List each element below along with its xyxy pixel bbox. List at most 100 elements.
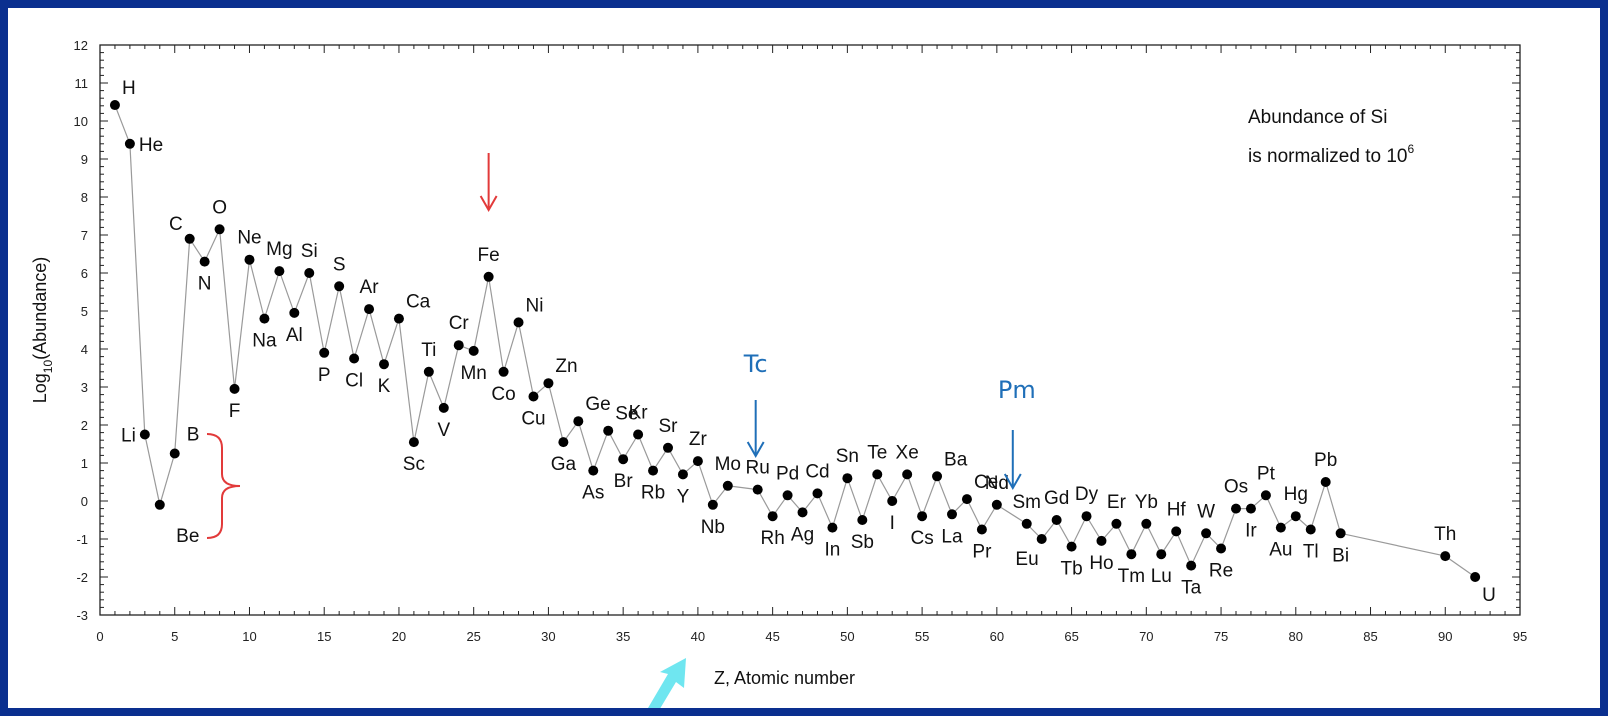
y-tick-label: -1 <box>76 532 88 547</box>
x-tick-label: 80 <box>1289 629 1303 644</box>
data-point-ag <box>797 507 808 518</box>
chart-frame: 0 5 10 15 20 25 30 35 40 45 50 55 60 65 70 75 80 85 90 95 -3… <box>8 8 1600 708</box>
x-tick-label: 20 <box>392 629 406 644</box>
point-label-pt: Pt <box>1257 463 1276 484</box>
x-tick-label: 45 <box>765 629 779 644</box>
data-point-mo <box>722 480 733 491</box>
point-label-pr: Pr <box>972 542 992 563</box>
x-tick-label: 25 <box>466 629 480 644</box>
data-point-ti <box>423 366 434 377</box>
data-point-tb <box>1066 541 1077 552</box>
x-tick-label: 40 <box>691 629 705 644</box>
point-label-i: I <box>890 513 895 534</box>
tc-arrow-head <box>746 441 765 459</box>
data-point-zr <box>692 456 703 467</box>
point-label-ga: Ga <box>551 454 577 475</box>
point-label-ir: Ir <box>1245 521 1257 542</box>
point-label-pd: Pd <box>776 463 799 484</box>
y-tick-label: 5 <box>81 304 88 319</box>
data-point-sr <box>663 442 673 453</box>
point-label-ne: Ne <box>237 228 261 249</box>
point-label-pb: Pb <box>1314 450 1337 471</box>
data-point-k <box>379 359 389 370</box>
data-point-ar <box>364 304 375 315</box>
x-tick-label: 65 <box>1064 629 1078 644</box>
point-label-fe: Fe <box>478 245 500 266</box>
point-label-be: Be <box>176 526 199 547</box>
x-tick-label: 0 <box>96 629 103 644</box>
data-point-ge <box>573 416 584 427</box>
data-point-na <box>259 313 270 324</box>
point-label-ba: Ba <box>944 449 968 470</box>
data-point-ho <box>1096 535 1107 546</box>
point-label-hf: Hf <box>1167 499 1187 520</box>
data-point-xe <box>902 469 913 480</box>
data-point-b <box>169 448 180 459</box>
point-label-n: N <box>198 274 212 295</box>
series-line <box>114 104 1476 578</box>
data-point-cd <box>812 488 823 499</box>
fe-arrow-head <box>479 195 498 213</box>
y-tick-label: 3 <box>81 380 88 395</box>
data-point-te <box>872 469 883 480</box>
point-label-li: Li <box>121 426 136 447</box>
point-label-ta: Ta <box>1181 578 1202 599</box>
point-label-w: W <box>1197 501 1215 522</box>
point-label-kr: Kr <box>629 403 649 424</box>
point-label-o: O <box>212 197 227 218</box>
data-point-tl <box>1305 524 1316 535</box>
data-point-cr <box>453 340 464 351</box>
point-label-tb: Tb <box>1060 559 1082 580</box>
data-point-br <box>618 454 629 465</box>
data-point-ne <box>244 254 255 265</box>
x-tick-label: 60 <box>990 629 1004 644</box>
data-point-dy <box>1081 511 1092 522</box>
point-label-dy: Dy <box>1075 484 1099 505</box>
point-label-zn: Zn <box>555 356 577 377</box>
x-tick-label: 10 <box>242 629 256 644</box>
data-point-mg <box>274 266 285 277</box>
y-tick-label: -3 <box>76 608 88 623</box>
x-tick-label: 15 <box>317 629 331 644</box>
annotations <box>206 153 1022 708</box>
y-tick-label: 4 <box>81 342 88 357</box>
data-point-tm <box>1126 549 1137 560</box>
tc-annotation-label: Tc <box>743 350 768 378</box>
data-point-mn <box>468 345 479 356</box>
data-point-gd <box>1051 515 1062 525</box>
data-point-bi <box>1335 528 1346 539</box>
data-point-pr <box>976 524 987 535</box>
data-point-ni <box>513 317 524 328</box>
normalization-note-line1: Abundance of Si <box>1248 107 1387 128</box>
y-tick-label: -2 <box>76 570 88 585</box>
point-label-v: V <box>437 420 450 441</box>
data-point-w <box>1201 528 1212 539</box>
point-label-ru: Ru <box>746 458 770 479</box>
data-point-ga <box>558 437 569 448</box>
y-tick-label: 0 <box>81 494 88 509</box>
point-label-sn: Sn <box>836 446 859 467</box>
point-label-p: P <box>318 365 331 386</box>
data-point-pd <box>782 490 793 501</box>
data-point-cu <box>528 391 539 402</box>
data-point-v <box>438 402 449 413</box>
data-point-ca <box>393 313 404 324</box>
data-point-la <box>947 509 957 520</box>
data-point-re <box>1216 543 1227 554</box>
point-label-br: Br <box>614 471 634 492</box>
data-point-cs <box>917 511 928 522</box>
data-point-s <box>334 281 345 292</box>
x-tick-label: 85 <box>1363 629 1377 644</box>
point-label-la: La <box>941 526 963 547</box>
point-label-tl: Tl <box>1303 542 1319 563</box>
point-label-sr: Sr <box>659 416 679 437</box>
point-label-ho: Ho <box>1089 553 1113 574</box>
point-label-c: C <box>169 214 183 235</box>
point-label-u: U <box>1482 585 1496 606</box>
data-point-cl <box>349 353 360 364</box>
point-label-nd: Nd <box>985 473 1009 494</box>
point-label-sb: Sb <box>851 532 874 553</box>
point-label-ce: Ce <box>974 472 998 493</box>
point-label-he: He <box>139 135 163 156</box>
point-label-se: Se <box>615 404 638 425</box>
